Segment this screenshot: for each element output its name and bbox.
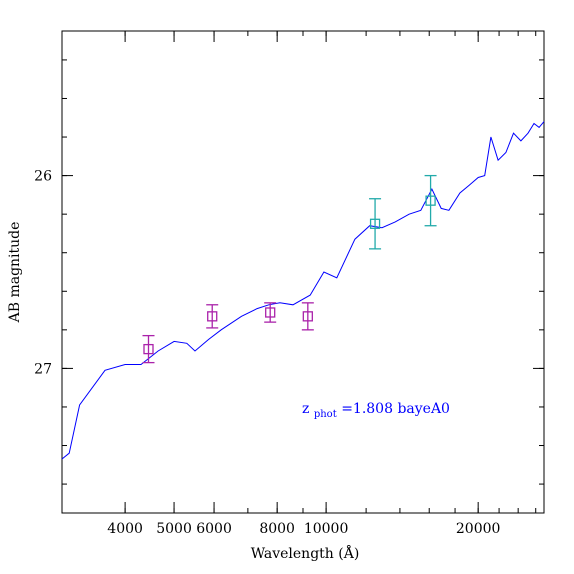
photometry-point (369, 198, 382, 250)
data-marker (265, 307, 276, 318)
plot-axes: 4000 5000 6000 8000 10000 20000 26 27 (34, 30, 545, 537)
plot-series (61, 121, 545, 460)
data-marker (302, 311, 313, 322)
data-marker (207, 311, 218, 322)
x-tick-label: 20000 (456, 521, 501, 537)
photometry-point (142, 334, 155, 364)
photo-z-annotation: z phot =1.808 bayeA0 (302, 401, 450, 421)
y-axis-label: AB magnitude (7, 222, 23, 324)
annotation-z: z (302, 401, 309, 417)
model-sed-line (61, 121, 545, 460)
photometry-point (264, 302, 277, 323)
x-tick-label: 6000 (196, 521, 232, 537)
x-tick-label: 10000 (304, 521, 349, 537)
data-marker (143, 343, 154, 355)
y-tick-label: 27 (34, 361, 52, 377)
plot-frame (61, 30, 545, 514)
photometry-point (206, 304, 219, 329)
y-tick-label: 26 (34, 169, 52, 185)
x-tick-label: 5000 (156, 521, 192, 537)
data-marker (425, 195, 436, 206)
annotation-value: =1.808 bayeA0 (341, 401, 450, 417)
photometry-point (424, 174, 437, 227)
x-axis-label: Wavelength (Å) (251, 544, 360, 562)
x-tick-label: 8000 (259, 521, 295, 537)
photometry-point (301, 302, 314, 331)
annotation-sub: phot (314, 409, 337, 420)
x-tick-label: 4000 (107, 521, 143, 537)
data-marker (369, 218, 381, 229)
